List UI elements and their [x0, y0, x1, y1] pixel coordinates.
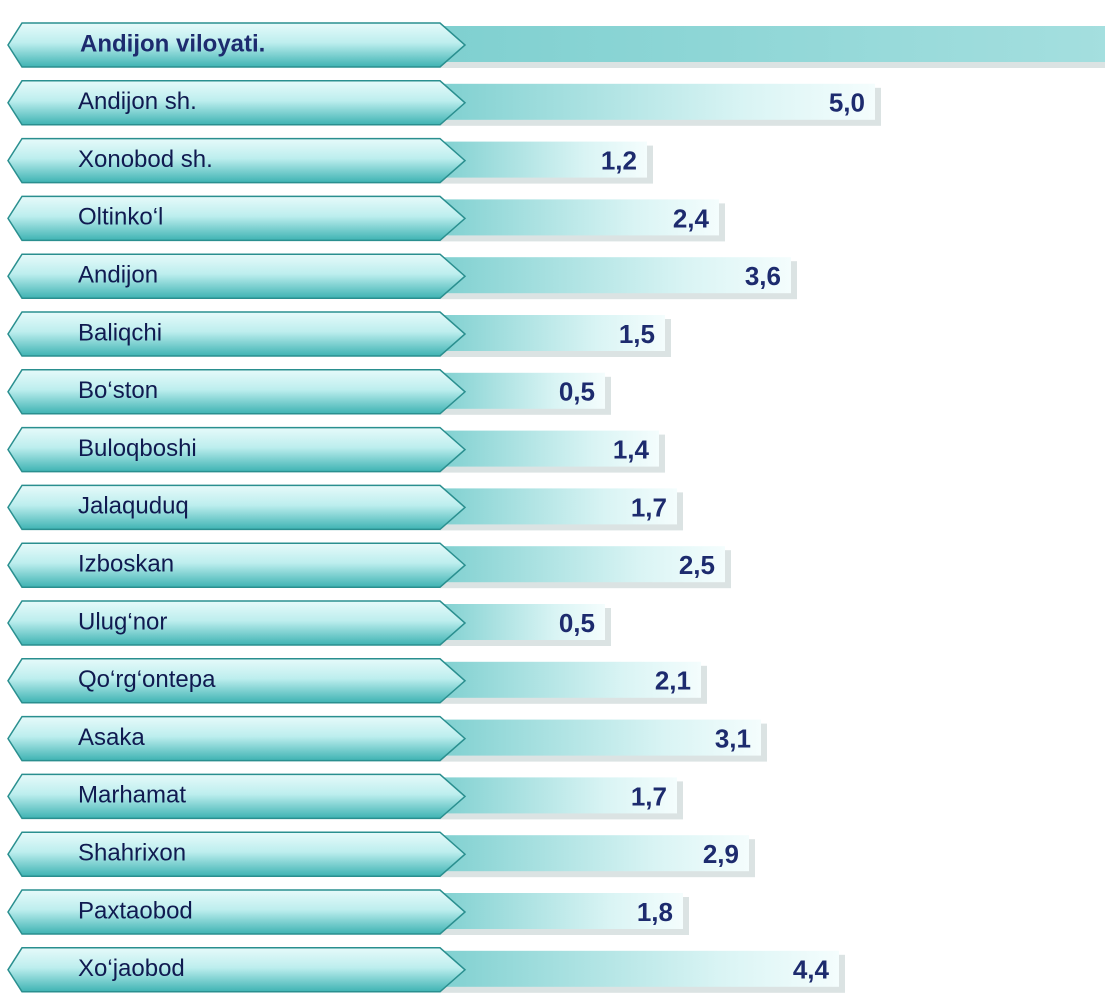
- value-label: 2,9: [703, 839, 739, 869]
- category-tab: [7, 542, 467, 588]
- category-label: Izboskan: [78, 551, 174, 578]
- category-tab: [7, 137, 467, 184]
- value-label: 0,5: [559, 608, 595, 638]
- value-label: 2,5: [679, 550, 715, 580]
- bar: [440, 26, 1105, 62]
- category-tab: [7, 484, 467, 531]
- bar: [440, 777, 677, 814]
- category-label: Shahrixon: [78, 840, 186, 867]
- category-label: Xo‘jaobod: [78, 955, 185, 982]
- category-label: Jalaquduq: [78, 493, 189, 520]
- value-label: 1,7: [631, 492, 667, 522]
- bar: [440, 604, 605, 640]
- category-label: Marhamat: [78, 782, 186, 809]
- category-tab: [7, 369, 467, 415]
- value-label: 4,4: [793, 955, 830, 985]
- category-label: Andijon: [78, 262, 158, 289]
- value-label: 1,4: [613, 434, 650, 464]
- value-label: 2,4: [673, 203, 710, 233]
- category-label: Oltinko‘l: [78, 204, 163, 231]
- category-tab: [7, 658, 467, 704]
- category-label: Ulug‘nor: [78, 608, 167, 635]
- category-label: Bo‘ston: [78, 377, 158, 404]
- category-tab: [7, 947, 467, 993]
- bar: [440, 719, 761, 756]
- bar: [440, 950, 839, 987]
- value-label: 1,2: [601, 145, 637, 175]
- category-tab: [7, 600, 467, 646]
- category-label: Andijon viloyati.: [80, 30, 265, 57]
- category-tab: [7, 253, 467, 299]
- category-tab: [7, 80, 467, 126]
- bar: [440, 199, 719, 236]
- bar: [440, 257, 791, 294]
- category-tab: [7, 773, 467, 820]
- category-label: Andijon sh.: [78, 88, 197, 115]
- category-tab: [7, 311, 467, 357]
- bar: [440, 83, 875, 120]
- value-label: 3,1: [715, 723, 751, 753]
- bar: [440, 315, 665, 351]
- category-tab: [7, 715, 467, 762]
- bar: [440, 661, 701, 698]
- bar: [440, 488, 677, 525]
- category-tab: [7, 22, 467, 68]
- category-label: Xonobod sh.: [78, 146, 213, 173]
- value-label: 5,0: [829, 88, 865, 118]
- category-tab: [7, 831, 467, 877]
- category-label: Paxtaobod: [78, 897, 193, 924]
- category-label: Baliqchi: [78, 319, 162, 346]
- value-label: 1,5: [619, 319, 655, 349]
- bar: [440, 893, 683, 929]
- category-tab: [7, 889, 467, 935]
- category-tab: [7, 426, 467, 473]
- bar: [440, 546, 725, 583]
- bar: [440, 372, 605, 409]
- value-label: 3,6: [745, 261, 781, 291]
- value-label: 1,7: [631, 781, 667, 811]
- bar: [440, 430, 659, 467]
- value-label: 0,5: [559, 377, 595, 407]
- value-label: 2,1: [655, 666, 691, 696]
- bar: [440, 835, 749, 872]
- category-tab: [7, 195, 467, 242]
- category-label: Buloqboshi: [78, 435, 197, 462]
- category-label: Asaka: [78, 724, 145, 751]
- category-label: Qo‘rg‘ontepa: [78, 666, 216, 693]
- value-label: 1,8: [637, 897, 673, 927]
- bar: [440, 141, 647, 178]
